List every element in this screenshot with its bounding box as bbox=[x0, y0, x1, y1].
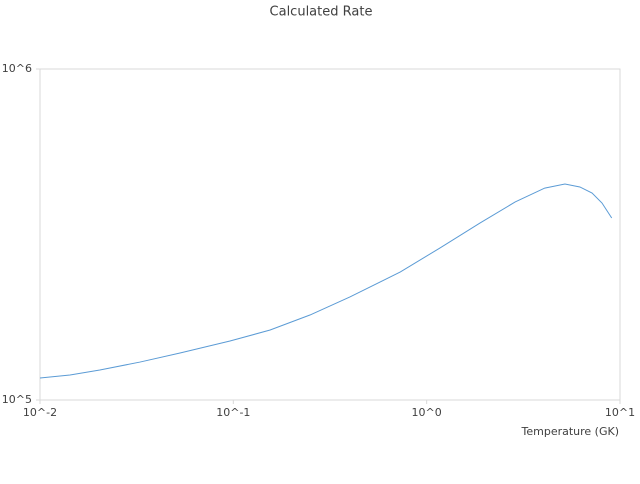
y-tick-label: 10^5 bbox=[2, 393, 32, 406]
x-tick-label: 10^-1 bbox=[216, 406, 250, 419]
plot-frame bbox=[39, 68, 621, 401]
x-tick-label: 10^-2 bbox=[23, 406, 57, 419]
x-tick-label: 10^0 bbox=[412, 406, 442, 419]
line-series bbox=[39, 183, 613, 379]
x-tick-label: 10^1 bbox=[605, 406, 635, 419]
chart-title: Calculated Rate bbox=[270, 5, 373, 20]
x-axis-label: Temperature (GK) bbox=[521, 425, 620, 438]
y-tick-label: 10^6 bbox=[2, 62, 32, 75]
